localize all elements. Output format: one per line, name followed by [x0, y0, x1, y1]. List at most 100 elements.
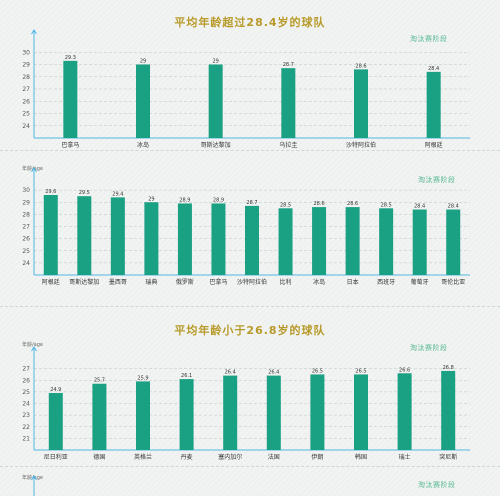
category-label: 沙特阿拉伯 [346, 141, 376, 149]
bar [354, 374, 368, 450]
y-tick-label: 26 [22, 236, 30, 243]
bar [144, 202, 159, 275]
bar [110, 197, 125, 275]
bar [208, 64, 223, 138]
data-label: 28.7 [246, 200, 257, 206]
bar [136, 381, 150, 450]
bar [223, 375, 238, 450]
data-label: 26.1 [181, 373, 192, 379]
category-label: 哥伦比亚 [441, 278, 465, 286]
data-label: 28.6 [314, 201, 325, 207]
category-label: 冰岛 [313, 278, 325, 286]
chart-3-svg: 21 22 23 24 25 26 27 24.9 尼日利亚 25.7 德国 25.9 英格兰 26.1 丹… [22, 346, 470, 461]
bar [379, 208, 394, 275]
data-label: 29.3 [65, 55, 76, 61]
bar [92, 383, 107, 450]
y-tick-label: 21 [22, 435, 30, 442]
category-label: 突尼斯 [439, 453, 457, 461]
bar [77, 196, 92, 275]
category-label: 哥斯达黎加 [201, 141, 231, 149]
data-label: 28.4 [448, 204, 459, 210]
category-label: 乌拉圭 [279, 141, 297, 149]
chart-4-axis-svg [31, 475, 37, 496]
bar [345, 207, 360, 275]
data-label: 29.6 [45, 189, 56, 195]
category-label: 哥斯达黎加 [69, 278, 99, 286]
bar [179, 379, 194, 450]
bar [312, 207, 327, 275]
data-label: 26.5 [312, 368, 323, 374]
category-label: 瑞典 [145, 278, 157, 286]
data-label: 26.5 [355, 368, 366, 374]
data-label: 26.4 [225, 370, 236, 376]
category-label: 沙特阿拉伯 [237, 278, 267, 286]
y-axis-arrow [31, 475, 37, 481]
chart-2-unit-label: 年龄/age [22, 166, 43, 172]
bar [310, 374, 325, 450]
bar [446, 209, 461, 275]
bar [278, 208, 293, 275]
category-label: 日本 [347, 278, 359, 286]
y-tick-label: 26 [22, 98, 30, 105]
category-label: 塞内加尔 [218, 453, 242, 461]
data-label: 29 [140, 59, 146, 65]
data-label: 25.9 [137, 375, 148, 381]
y-tick-label: 30 [22, 187, 30, 194]
chart-3-title: 平均年龄小于26.8岁的球队 [174, 324, 326, 337]
data-label: 28.6 [347, 201, 358, 207]
bar [441, 370, 456, 450]
y-tick-label: 27 [22, 366, 30, 373]
y-tick-label: 29 [22, 199, 30, 206]
category-label: 墨西哥 [109, 279, 127, 286]
data-label: 28.7 [283, 62, 294, 68]
y-axis-arrow [31, 346, 37, 352]
category-label: 巴拿马 [61, 141, 79, 149]
data-label: 28.4 [414, 204, 425, 210]
data-label: 28.9 [179, 197, 190, 203]
data-label: 24.9 [50, 387, 61, 393]
bar [177, 203, 192, 275]
data-label: 26.4 [268, 370, 279, 376]
bar [281, 68, 296, 138]
bar [136, 64, 150, 138]
data-label: 29 [148, 196, 154, 202]
data-label: 29 [212, 59, 218, 65]
category-label: 阿根廷 [425, 141, 443, 149]
bar [266, 375, 281, 450]
bar [426, 71, 441, 138]
data-label: 28.5 [280, 202, 291, 208]
section-divider [0, 466, 500, 467]
section-divider [0, 306, 500, 307]
bar [245, 205, 259, 275]
y-tick-label: 29 [22, 62, 30, 69]
chart-2-svg: 24 25 26 27 28 29 30 29.6 阿根廷 29.5 哥斯达黎加 29.4 墨西哥 29 瑞… [22, 167, 470, 286]
data-label: 26.8 [443, 365, 454, 371]
data-label: 28.9 [213, 197, 224, 203]
category-label: 冰岛 [137, 141, 149, 149]
chart-1-stage-label: 淘汰赛阶段 [410, 35, 448, 43]
category-label: 比利 [280, 278, 292, 286]
data-label: 28.4 [428, 66, 439, 72]
y-tick-label: 25 [22, 248, 30, 255]
y-tick-label: 25 [22, 389, 30, 396]
category-label: 丹麦 [181, 453, 193, 461]
category-label: 葡萄牙 [411, 278, 429, 286]
data-label: 29.4 [112, 191, 123, 197]
category-label: 法国 [268, 453, 280, 461]
bar [63, 60, 78, 139]
y-axis-arrow [31, 167, 37, 173]
y-tick-label: 23 [22, 412, 30, 419]
y-tick-label: 27 [22, 224, 30, 231]
data-label: 29.5 [79, 190, 90, 196]
y-tick-label: 25 [22, 111, 30, 118]
data-label: 26.6 [399, 367, 410, 373]
bar [43, 194, 58, 275]
y-tick-label: 27 [22, 86, 30, 93]
category-label: 阿根廷 [42, 278, 60, 286]
category-label: 德国 [93, 453, 105, 461]
category-label: 韩国 [355, 453, 367, 461]
y-tick-label: 30 [22, 49, 30, 56]
section-divider [0, 150, 500, 151]
category-label: 巴拿马 [209, 278, 227, 286]
